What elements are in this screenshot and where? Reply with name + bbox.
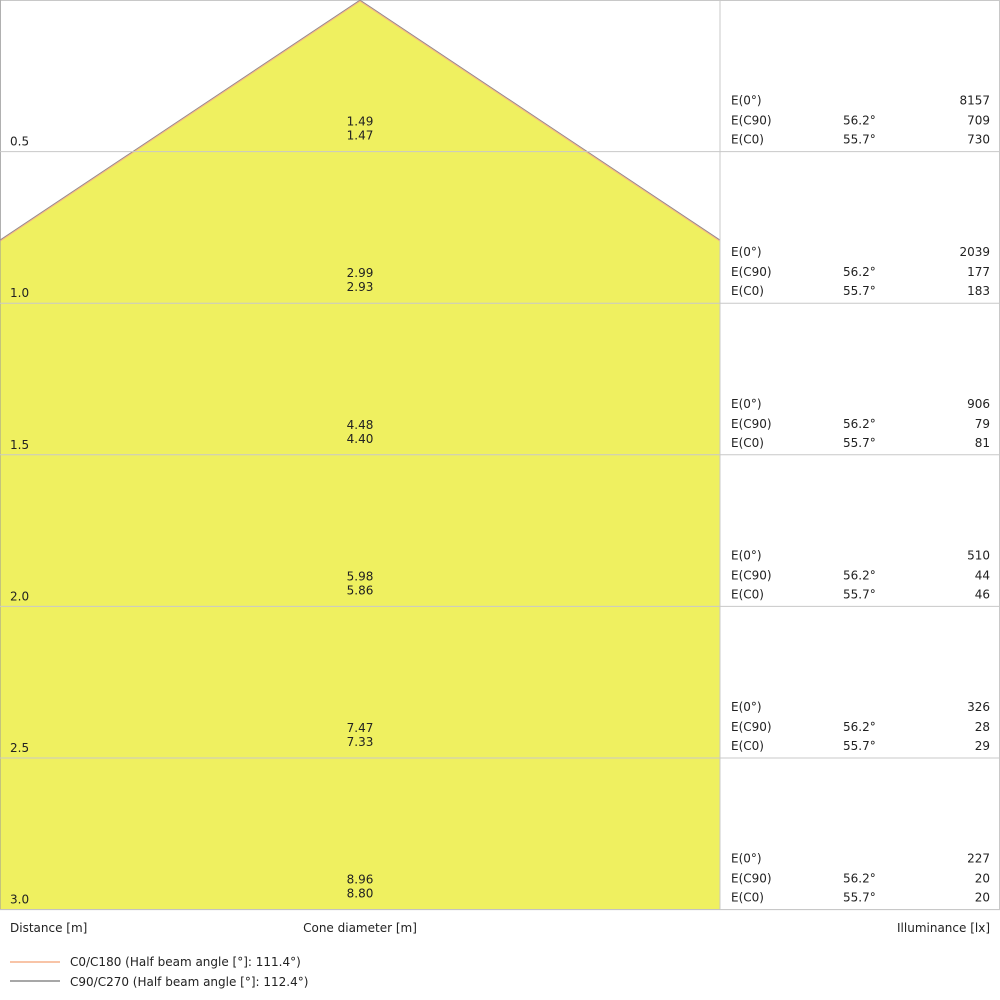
angle-c0: 55.7° <box>843 284 876 298</box>
cone-diameter-c0: 5.86 <box>347 583 374 597</box>
cone-diameter-c0: 4.40 <box>347 432 374 446</box>
ec0-value: 46 <box>975 587 990 601</box>
ec0-label: E(C0) <box>731 587 764 601</box>
angle-c90: 56.2° <box>843 720 876 734</box>
ec0-value: 81 <box>975 436 990 450</box>
legend-label-c0: C0/C180 (Half beam angle [°]: 111.4°) <box>70 955 301 969</box>
distance-row: 0.5 1.491.47 E(0°) 8157 E(C90) 56.2° 709 E(C0) 5… <box>0 94 1000 153</box>
distance-label: 2.5 <box>10 741 29 755</box>
e0-label: E(0°) <box>731 548 762 562</box>
ec90-label: E(C90) <box>731 872 772 886</box>
e0-label: E(0°) <box>731 700 762 714</box>
distance-row: 2.5 7.477.33 E(0°) 326 E(C90) 56.2° 28 E(C0) 55.… <box>0 700 1000 759</box>
ec0-value: 29 <box>975 739 990 753</box>
e0-label: E(0°) <box>731 397 762 411</box>
e0-value: 510 <box>967 548 990 562</box>
distance-label: 2.0 <box>10 589 29 603</box>
ec90-value: 20 <box>975 872 990 886</box>
illuminance-label: Illuminance [lx] <box>897 921 990 935</box>
ec90-label: E(C90) <box>731 265 772 279</box>
distance-row: 2.0 5.985.86 E(0°) 510 E(C90) 56.2° 44 E(C0) 55.… <box>0 548 1000 607</box>
cone-diameter-c90: 7.47 <box>347 721 374 735</box>
ec0-label: E(C0) <box>731 133 764 147</box>
ec90-label: E(C90) <box>731 417 772 431</box>
ec90-value: 79 <box>975 417 990 431</box>
angle-c90: 56.2° <box>843 568 876 582</box>
ec90-label: E(C90) <box>731 114 772 128</box>
distance-row: 3.0 8.968.80 E(0°) 227 E(C90) 56.2° 20 E(C0) 55.… <box>0 852 1000 911</box>
cone-diameter-c90: 8.96 <box>347 873 374 887</box>
e0-value: 8157 <box>959 94 990 108</box>
ec90-label: E(C90) <box>731 568 772 582</box>
angle-c0: 55.7° <box>843 587 876 601</box>
cone-diameter-c90: 4.48 <box>347 418 374 432</box>
cone-diameter-c0: 1.47 <box>347 129 374 143</box>
ec90-value: 177 <box>967 265 990 279</box>
ec90-label: E(C90) <box>731 720 772 734</box>
ec90-value: 709 <box>967 114 990 128</box>
cone-diameter-c90: 5.98 <box>347 569 374 583</box>
angle-c90: 56.2° <box>843 872 876 886</box>
e0-label: E(0°) <box>731 852 762 866</box>
ec0-value: 20 <box>975 891 990 905</box>
ec0-label: E(C0) <box>731 436 764 450</box>
distance-label: 1.5 <box>10 438 29 452</box>
angle-c0: 55.7° <box>843 739 876 753</box>
e0-value: 2039 <box>959 245 990 259</box>
ec0-label: E(C0) <box>731 284 764 298</box>
angle-c0: 55.7° <box>843 133 876 147</box>
angle-c90: 56.2° <box>843 417 876 431</box>
e0-value: 906 <box>967 397 990 411</box>
cone-diameter-c0: 8.80 <box>347 887 374 901</box>
angle-c0: 55.7° <box>843 891 876 905</box>
angle-c0: 55.7° <box>843 436 876 450</box>
legend-label-c90: C90/C270 (Half beam angle [°]: 112.4°) <box>70 975 308 989</box>
e0-value: 326 <box>967 700 990 714</box>
cone-diameter-c0: 7.33 <box>347 735 374 749</box>
ec90-value: 28 <box>975 720 990 734</box>
distance-row: 1.5 4.484.40 E(0°) 906 E(C90) 56.2° 79 E(C0) 55.… <box>0 397 1000 456</box>
e0-value: 227 <box>967 852 990 866</box>
cone-diameter-c90: 2.99 <box>347 266 374 280</box>
ec0-label: E(C0) <box>731 891 764 905</box>
ec0-value: 730 <box>967 133 990 147</box>
c90-beam-line <box>0 0 721 241</box>
ec90-value: 44 <box>975 568 990 582</box>
c0-beam-line <box>0 0 721 242</box>
x-axis-label: Distance [m] <box>10 921 87 935</box>
distance-label: 0.5 <box>10 135 29 149</box>
ec0-label: E(C0) <box>731 739 764 753</box>
cone-diameter-label: Cone diameter [m] <box>303 921 417 935</box>
angle-c90: 56.2° <box>843 114 876 128</box>
rows: 0.5 1.491.47 E(0°) 8157 E(C90) 56.2° 709 E(C0) 5… <box>0 94 1000 911</box>
angle-c90: 56.2° <box>843 265 876 279</box>
e0-label: E(0°) <box>731 245 762 259</box>
distance-row: 1.0 2.992.93 E(0°) 2039 E(C90) 56.2° 177 E(C0) 5… <box>0 245 1000 304</box>
ec0-value: 183 <box>967 284 990 298</box>
cone-diameter-c0: 2.93 <box>347 280 374 294</box>
e0-label: E(0°) <box>731 94 762 108</box>
distance-label: 1.0 <box>10 286 29 300</box>
distance-label: 3.0 <box>10 893 29 907</box>
cone-diameter-c90: 1.49 <box>347 115 374 129</box>
